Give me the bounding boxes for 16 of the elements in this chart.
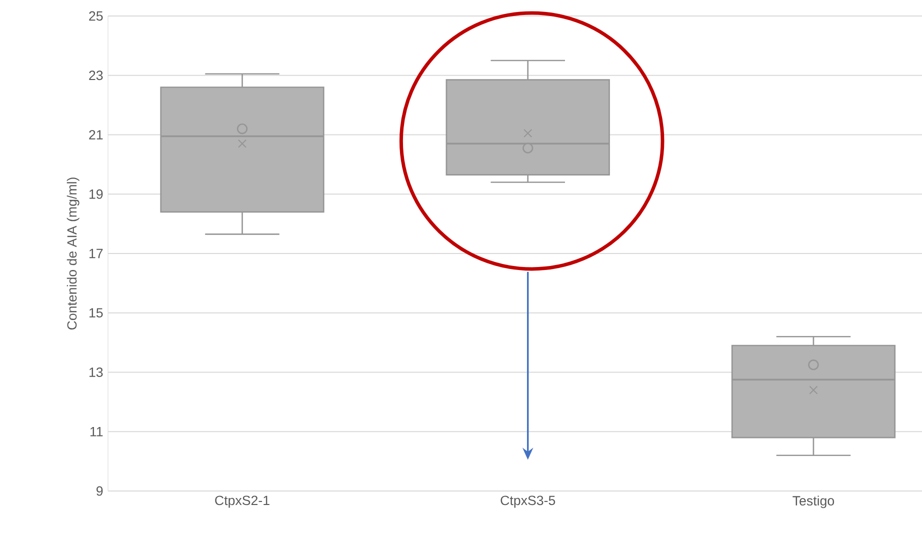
point bbox=[808, 359, 819, 370]
y-tick-label: 25 bbox=[89, 11, 103, 21]
point bbox=[522, 142, 534, 154]
y-tick-label: 15 bbox=[89, 308, 103, 318]
y-tick-label: 19 bbox=[89, 189, 103, 199]
y-tick-label: 21 bbox=[89, 130, 103, 140]
y-tick-label: 17 bbox=[89, 248, 103, 258]
y-tick-label: 23 bbox=[89, 70, 103, 80]
x-tick-label: Testigo bbox=[792, 496, 834, 508]
y-tick-label: 13 bbox=[89, 368, 103, 377]
y-axis-title: Contenido de AIA (mg/ml) bbox=[66, 178, 80, 330]
x-tick-label: CtpxS3-5 bbox=[500, 496, 556, 508]
y-tick-label: 9 bbox=[96, 486, 103, 496]
point bbox=[236, 123, 248, 134]
y-tick-label: 11 bbox=[90, 427, 103, 436]
x-tick-label: CtpxS2-1 bbox=[215, 496, 270, 508]
